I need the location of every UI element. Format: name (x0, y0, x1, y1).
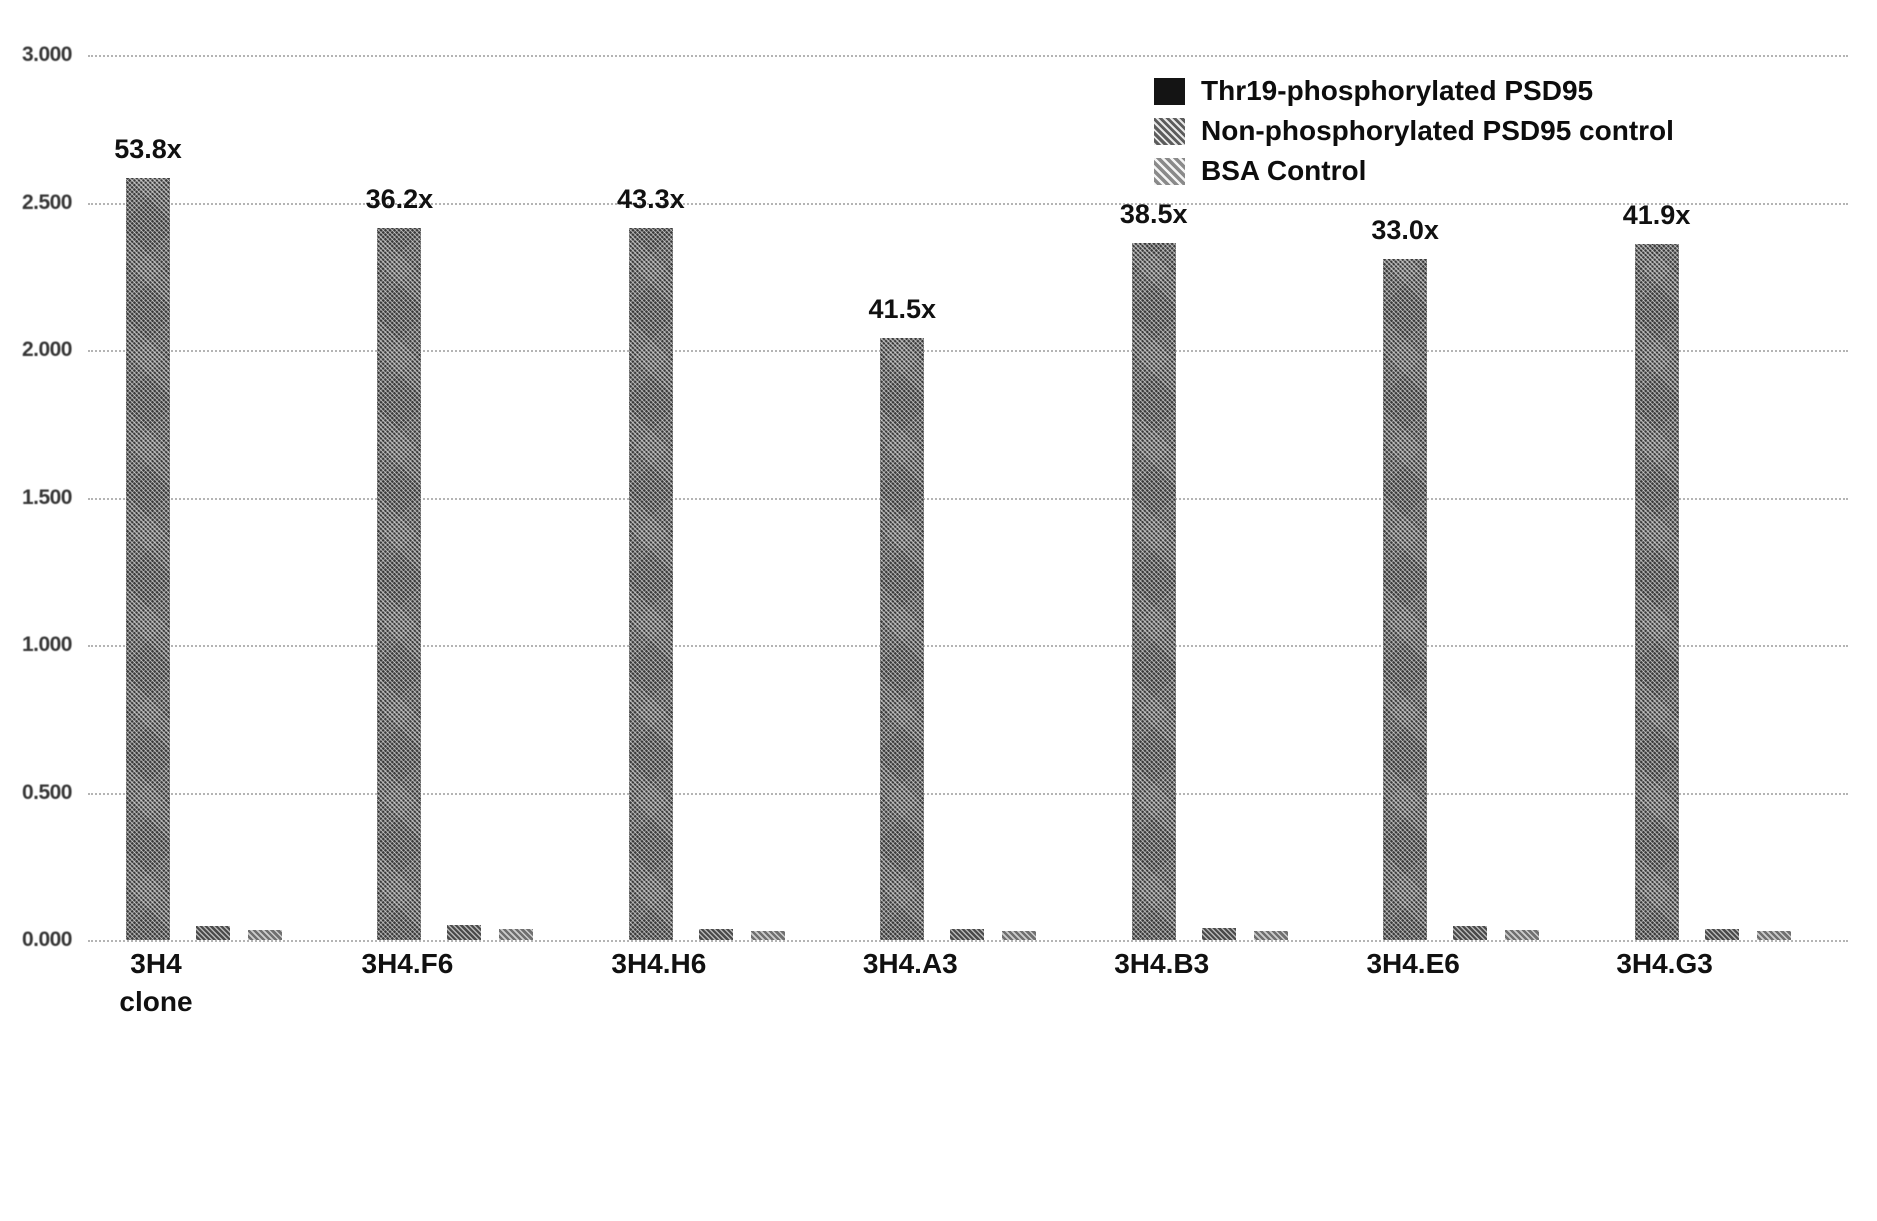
legend-item: BSA Control (1154, 154, 1674, 188)
legend-item: Thr19-phosphorylated PSD95 (1154, 74, 1674, 108)
bar-data-label: 43.3x (617, 184, 685, 215)
bar-thr19-phospho (1383, 258, 1428, 940)
x-axis-tick-label: 3H4.H6 (611, 948, 706, 980)
gridline (88, 202, 1848, 205)
y-axis-tick-label: 2.000 (21, 338, 73, 361)
bar-non-phospho-control (196, 925, 230, 940)
gridline (88, 792, 1848, 795)
bar-data-label: 36.2x (365, 184, 434, 215)
bar-data-label: 53.8x (114, 134, 182, 164)
y-axis-tick-label: 0.000 (21, 928, 73, 951)
bar-thr19-phospho (377, 228, 422, 940)
x-axis-tick-label: 3H4 clone (119, 948, 192, 1018)
bar-data-label: 33.0x (1371, 214, 1439, 245)
bar-group (842, 55, 1093, 940)
bar-data-label: 38.5x (1119, 198, 1188, 229)
legend-item-label: Non-phosphorylated PSD95 control (1201, 115, 1674, 146)
bar-non-phospho-control (1453, 926, 1488, 940)
gridline (88, 940, 1848, 942)
bar-data-label: 41.5x (868, 294, 937, 325)
x-axis-tick-label-text: 3H4 (130, 948, 182, 979)
y-axis-tick-label: 2.500 (21, 190, 73, 214)
x-axis: 3H4 clone 3H4.F6 3H4.H6 3H4.A3 3H4.B3 3H4.E6 3H… (88, 948, 1848, 1068)
gridline (88, 350, 1848, 352)
legend-swatch-non-phospho-control (1154, 117, 1185, 145)
y-axis-tick-label: 1.500 (21, 485, 73, 509)
legend-item-label: Thr19-phosphorylated PSD95 (1201, 75, 1594, 106)
x-axis-tick-label: 3H4.G3 (1616, 948, 1713, 980)
y-axis-tick-label: 3.000 (21, 43, 73, 66)
legend-item-label: BSA Control (1201, 155, 1367, 186)
bar-group (1094, 55, 1345, 940)
x-axis-tick-label: 3H4.A3 (863, 948, 958, 980)
bar-thr19-phospho (1131, 242, 1176, 940)
bar-bsa-control (248, 929, 282, 940)
x-axis-tick-label: 3H4.F6 (362, 948, 454, 980)
y-axis-tick-label: 1.000 (21, 633, 73, 656)
x-axis-tick-label-text: 3H4.E6 (1366, 948, 1460, 979)
y-axis-tick-label: 0.500 (21, 780, 73, 804)
x-axis-tick-label-text: 3H4.B3 (1114, 948, 1210, 979)
x-axis-tick-label: 3H4.B3 (1114, 948, 1209, 980)
bar-data-label: 41.9x (1622, 199, 1691, 230)
bar-bsa-control (499, 928, 534, 940)
gridline (88, 497, 1848, 500)
bar-bsa-control (1253, 930, 1288, 940)
bar-non-phospho-control (447, 924, 482, 940)
gridline (88, 645, 1848, 647)
bar-bsa-control (750, 931, 785, 940)
bar-thr19-phospho (880, 338, 925, 940)
bar-group (339, 55, 590, 940)
chart-legend: Thr19-phosphorylated PSD95 Non-phosphoryl… (1154, 74, 1674, 188)
bar-non-phospho-control (698, 929, 733, 940)
legend-item: Non-phosphorylated PSD95 control (1154, 114, 1674, 148)
bar-group (591, 55, 842, 940)
bar-bsa-control (1505, 929, 1540, 940)
bar-bsa-control (1002, 931, 1037, 940)
bar-non-phospho-control (1704, 929, 1739, 940)
bar-group (1597, 55, 1848, 940)
bar-non-phospho-control (1201, 928, 1236, 940)
x-axis-tick-label-text: 3H4.G3 (1616, 948, 1713, 979)
bar-bsa-control (1756, 931, 1791, 940)
gridline (88, 55, 1848, 57)
x-axis-tick-label-text: 3H4.A3 (862, 948, 958, 979)
bar-thr19-phospho (126, 178, 170, 940)
bar-group (1345, 55, 1596, 940)
legend-swatch-thr19-phospho (1154, 77, 1185, 105)
y-axis: 3.000 2.500 2.000 1.500 1.000 0.500 0.000 (0, 43, 84, 951)
legend-swatch-bsa-control (1154, 157, 1185, 185)
plot-area: 53.8x 36.2x 43.3x 41.5x 38.5x 33.0x 41.9x (88, 55, 1848, 942)
bar-non-phospho-control (950, 928, 985, 940)
x-axis-tick-label: 3H4.E6 (1366, 948, 1459, 980)
x-axis-tick-label-text: 3H4.F6 (361, 948, 454, 979)
x-axis-title: clone (119, 986, 193, 1017)
x-axis-tick-label-text: 3H4.H6 (611, 948, 707, 979)
bar-thr19-phospho (1634, 243, 1679, 940)
bar-thr19-phospho (628, 228, 673, 940)
bar-group (88, 55, 339, 940)
